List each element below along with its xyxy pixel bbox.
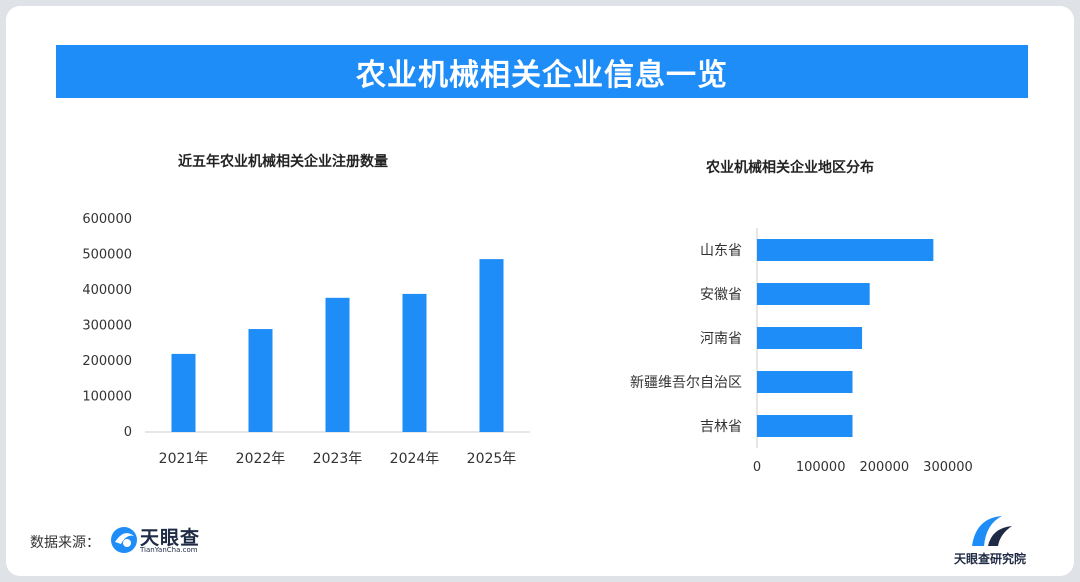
y-tick-label: 200000 <box>82 354 132 369</box>
region-bar <box>757 239 934 261</box>
x-tick-label: 2022年 <box>236 451 286 467</box>
research-institute-logo-icon <box>972 516 1012 546</box>
region-chart-title: 农业机械相关企业地区分布 <box>706 160 874 176</box>
registration-bar <box>248 329 273 432</box>
y-tick-label: 400000 <box>82 283 132 298</box>
registration-bar <box>171 353 196 432</box>
y-tick-label: 0 <box>124 425 132 440</box>
x-tick-label: 2021年 <box>159 451 209 467</box>
y-tick-label: 600000 <box>82 212 132 227</box>
region-label: 安徽省 <box>700 287 742 303</box>
y-tick-label: 300000 <box>82 319 132 334</box>
region-label: 吉林省 <box>700 419 742 435</box>
x-tick-label: 200000 <box>860 460 910 475</box>
region-bar <box>757 415 853 437</box>
region-label: 山东省 <box>700 243 742 259</box>
region-bar <box>757 371 853 393</box>
region-label: 河南省 <box>700 331 742 347</box>
region-bar <box>757 283 870 305</box>
x-tick-label: 100000 <box>796 460 846 475</box>
x-tick-label: 2024年 <box>390 451 440 467</box>
x-tick-label: 300000 <box>923 460 973 475</box>
x-tick-label: 2023年 <box>313 451 363 467</box>
tianyancha-logo-name: 天眼查 <box>140 527 201 549</box>
page-title-banner: 农业机械相关企业信息一览 <box>56 45 1028 98</box>
registration-bar <box>402 293 427 432</box>
x-tick-label: 0 <box>753 460 761 475</box>
tianyancha-logo-url: TianYanCha.com <box>140 546 198 554</box>
research-institute-name: 天眼查研究院 <box>954 552 1027 566</box>
tianyancha-logo-icon <box>111 527 137 553</box>
x-tick-label: 2025年 <box>467 451 517 467</box>
content-card <box>6 6 1074 576</box>
y-tick-label: 100000 <box>82 390 132 405</box>
registration-bar <box>479 259 504 432</box>
data-source-label: 数据来源： <box>30 535 100 551</box>
registration-bar <box>325 297 350 432</box>
y-tick-label: 500000 <box>82 248 132 263</box>
region-label: 新疆维吾尔自治区 <box>630 375 742 391</box>
registration-chart-title: 近五年农业机械相关企业注册数量 <box>178 154 388 170</box>
region-bar <box>757 327 863 349</box>
